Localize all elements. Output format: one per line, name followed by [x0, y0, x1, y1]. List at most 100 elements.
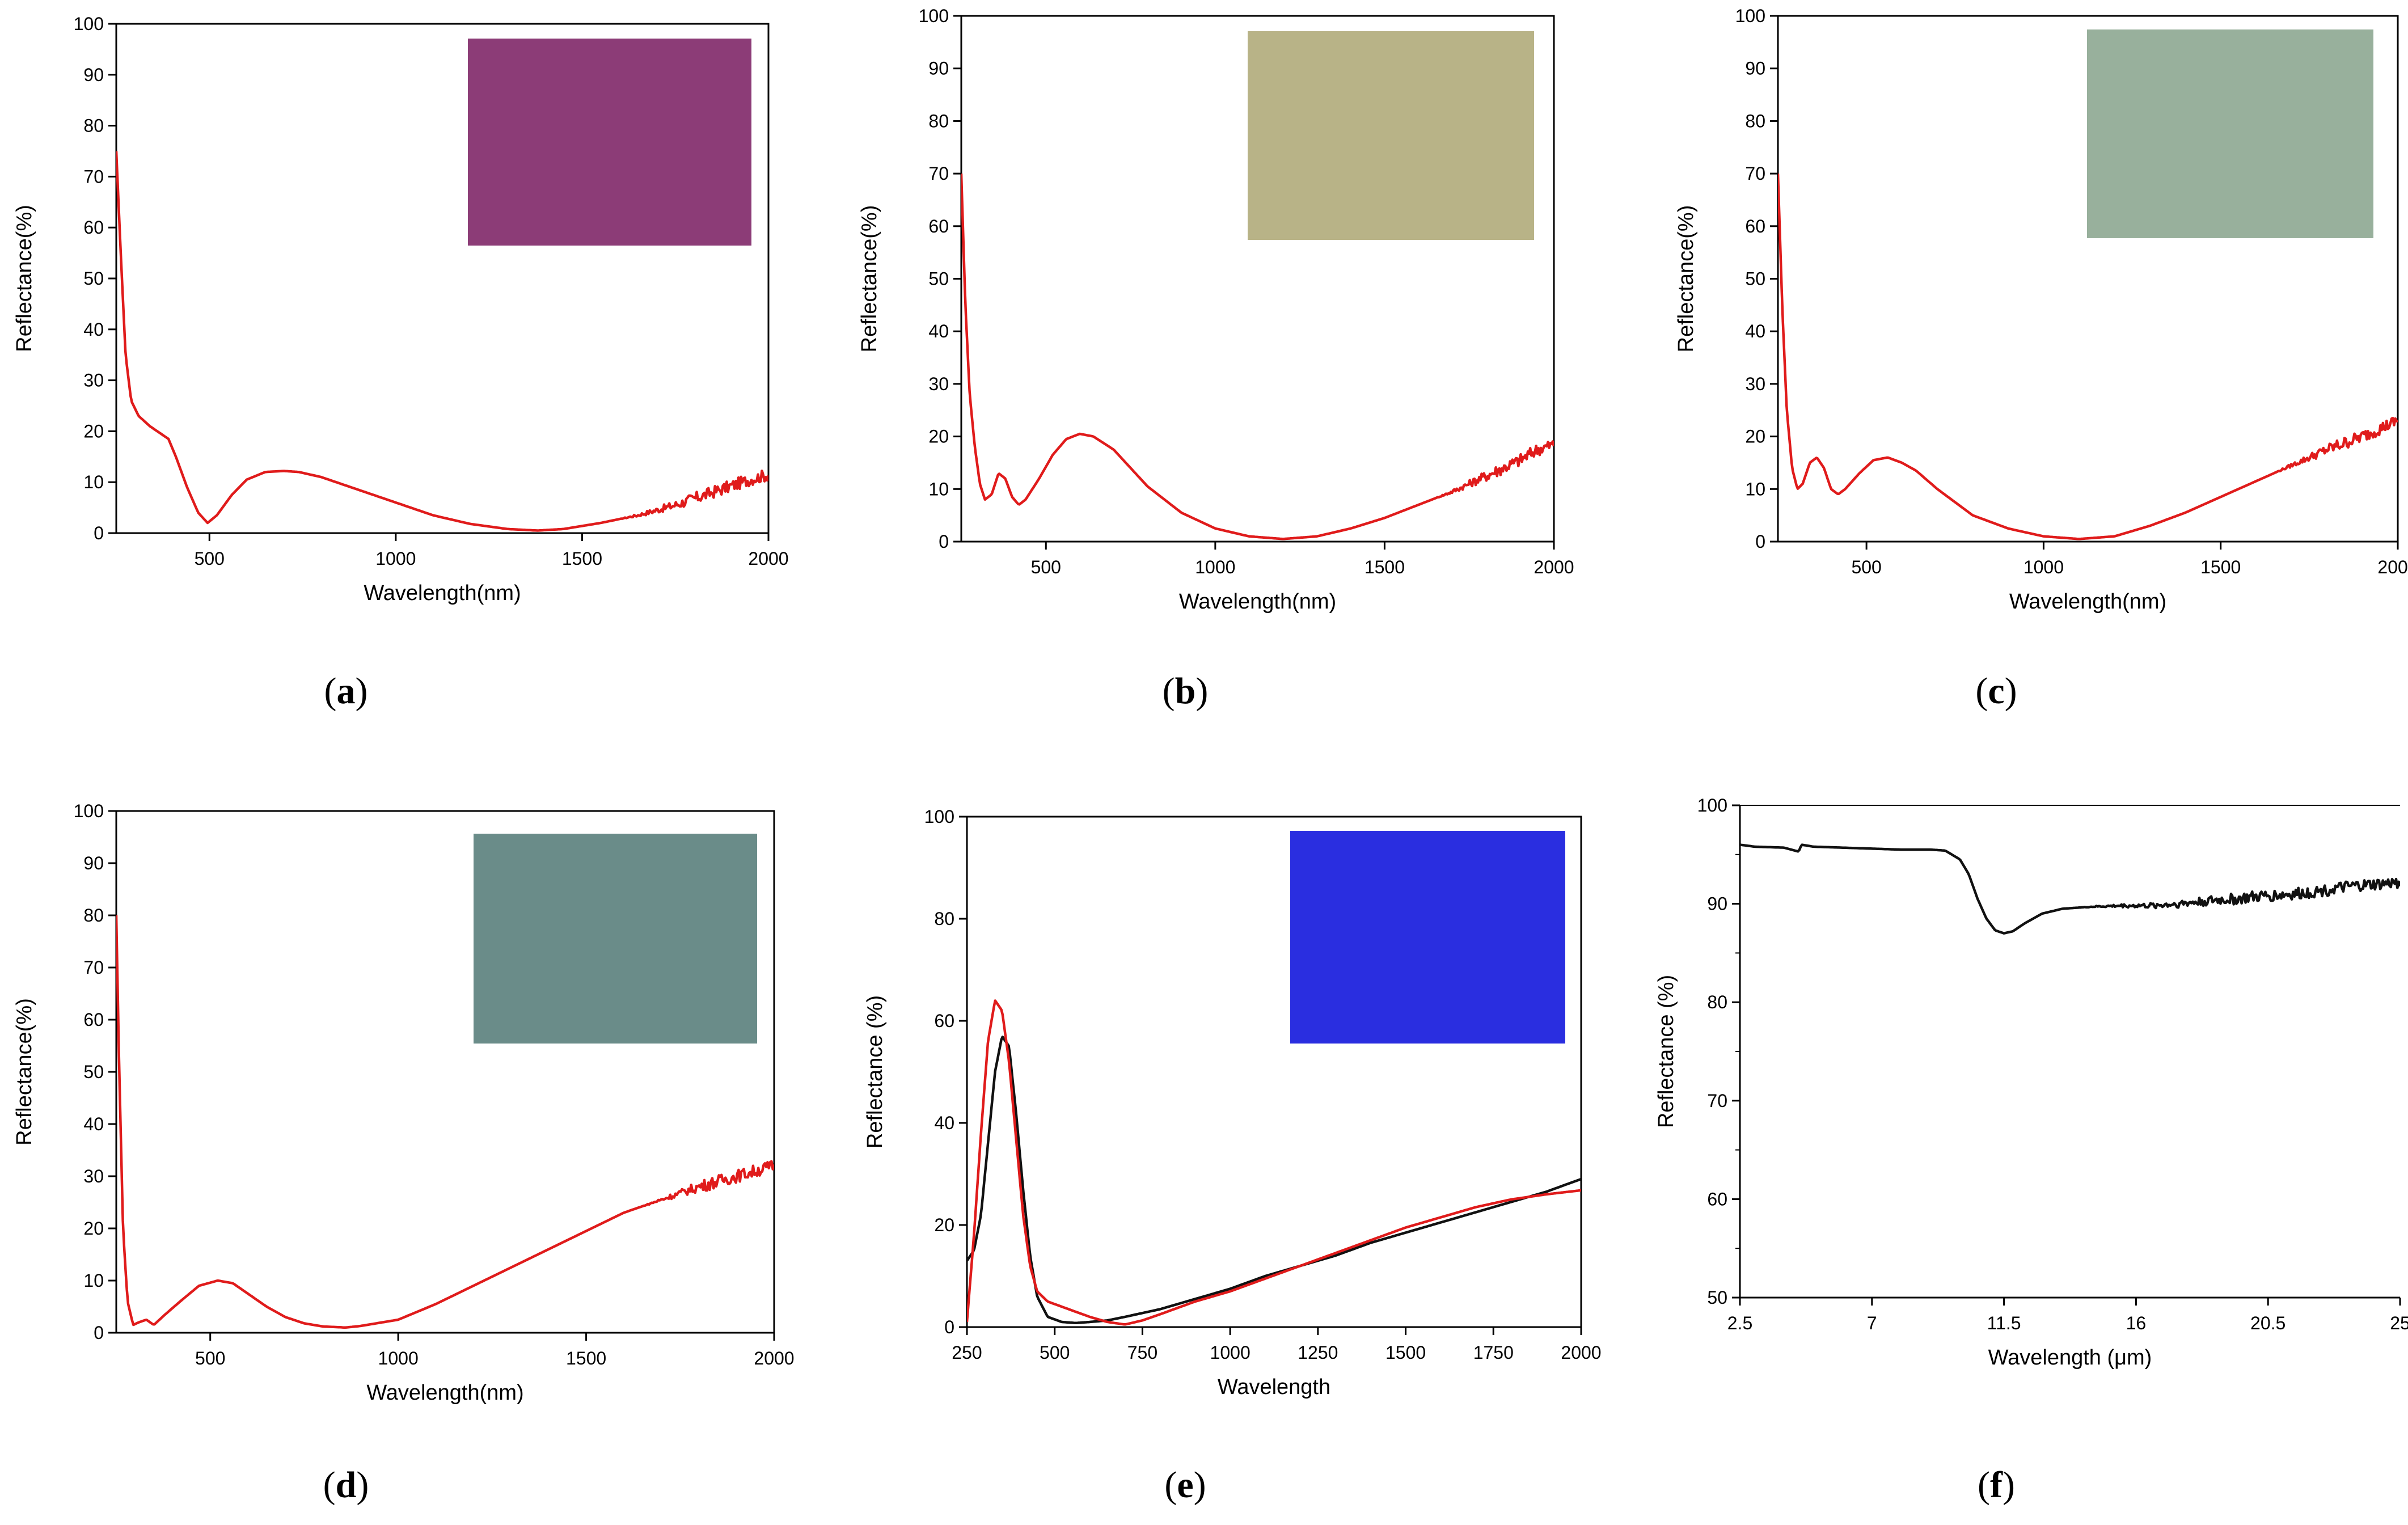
y-tick-label: 10 — [1745, 479, 1765, 499]
y-tick-label: 70 — [83, 166, 104, 187]
x-tick-label: 500 — [1040, 1342, 1070, 1363]
x-tick-label: 500 — [195, 1348, 225, 1368]
x-tick-label: 1000 — [1195, 557, 1235, 577]
y-tick-label: 30 — [928, 374, 949, 394]
series-line-reflectance — [116, 915, 774, 1329]
y-tick-label: 40 — [1745, 321, 1765, 341]
x-tick-label: 11.5 — [1987, 1313, 2021, 1333]
series-line-red — [967, 999, 1581, 1326]
y-tick-label: 20 — [928, 426, 949, 447]
sample-photo — [1248, 31, 1534, 240]
y-tick-label: 80 — [1707, 992, 1727, 1012]
sample-photo — [1290, 831, 1565, 1044]
y-tick-label: 60 — [83, 217, 104, 238]
y-tick-label: 60 — [934, 1011, 954, 1031]
y-tick-label: 90 — [1707, 894, 1727, 914]
panel-caption: (b) — [1163, 670, 1209, 712]
x-tick-label: 20.5 — [2250, 1313, 2286, 1333]
y-tick-label: 50 — [1707, 1287, 1727, 1308]
y-axis-label: Reflectance (%) — [1654, 975, 1678, 1128]
y-tick-label: 50 — [83, 268, 104, 289]
y-tick-label: 50 — [83, 1062, 104, 1082]
panel-caption: (e) — [1164, 1464, 1206, 1506]
x-tick-label: 1000 — [375, 548, 416, 569]
x-tick-label: 2000 — [748, 548, 788, 569]
x-tick-label: 1000 — [378, 1348, 419, 1368]
series-line-reflectance — [1740, 843, 2400, 935]
x-tick-label: 1500 — [1364, 557, 1405, 577]
panel-caption: (f) — [1978, 1464, 2015, 1506]
y-tick-label: 0 — [1755, 531, 1765, 552]
x-tick-label: 2000 — [754, 1348, 794, 1368]
y-tick-label: 40 — [928, 321, 949, 341]
chart-panel-d: 0 10 20 30 40 50 60 70 80 90 100 500 1000 1500 2000 Wav… — [12, 801, 795, 1506]
y-tick-label: 90 — [83, 853, 104, 873]
chart-panel-b: 0 10 20 30 40 50 60 70 80 90 100 500 1000 1500 2000 Wav… — [857, 6, 1574, 712]
x-tick-label: 1500 — [1385, 1342, 1426, 1363]
chart-panel-f: 50 60 70 80 90 100 2.5 7 11.5 16 20.5 25 Wavelength … — [1654, 795, 2408, 1506]
y-tick-label: 90 — [1745, 58, 1765, 79]
y-tick-label: 80 — [1745, 111, 1765, 131]
sample-photo — [2087, 29, 2373, 238]
y-tick-label: 0 — [94, 1323, 104, 1343]
x-tick-label: 500 — [195, 548, 225, 569]
y-tick-label: 100 — [74, 14, 104, 34]
x-axis-label: Wavelength(nm) — [2009, 590, 2166, 614]
y-tick-label: 100 — [1735, 6, 1765, 26]
y-tick-label: 70 — [83, 957, 104, 978]
y-tick-label: 20 — [83, 1218, 104, 1239]
x-axis-label: Wavelength — [1218, 1375, 1330, 1399]
y-tick-label: 30 — [83, 370, 104, 391]
x-tick-label: 250 — [952, 1342, 982, 1363]
y-tick-label: 10 — [83, 472, 104, 492]
panel-caption: (a) — [324, 670, 368, 712]
chart-panel-e: 0 20 40 60 80 100 250 500 750 1000 1250 1500 1750 200… — [863, 806, 1602, 1506]
y-tick-label: 70 — [928, 163, 949, 184]
y-tick-label: 100 — [919, 6, 949, 26]
y-tick-label: 60 — [1707, 1189, 1727, 1209]
series-line-black — [967, 1036, 1581, 1324]
x-tick-label: 1250 — [1298, 1342, 1338, 1363]
x-axis-label: Wavelength(nm) — [1179, 590, 1336, 614]
series-line-reflectance — [116, 151, 768, 532]
plot-frame — [966, 816, 1582, 1328]
y-axis-label: Reflectance(%) — [12, 998, 36, 1146]
x-tick-label: 2.5 — [1727, 1313, 1752, 1333]
x-tick-label: 2000 — [2377, 557, 2408, 577]
sample-photo — [474, 834, 757, 1044]
panel-caption: (d) — [323, 1464, 369, 1506]
y-tick-label: 100 — [1697, 795, 1727, 816]
x-tick-label: 1750 — [1473, 1342, 1514, 1363]
y-tick-label: 10 — [83, 1270, 104, 1291]
x-axis-label: Wavelength(nm) — [366, 1381, 523, 1405]
y-tick-label: 0 — [944, 1317, 954, 1337]
y-tick-label: 0 — [939, 531, 949, 552]
x-tick-label: 1500 — [562, 548, 602, 569]
sample-photo — [468, 39, 751, 246]
y-tick-label: 50 — [928, 269, 949, 289]
y-axis-label: Reflectance(%) — [12, 205, 36, 352]
y-tick-label: 100 — [924, 806, 954, 827]
x-tick-label: 7 — [1867, 1313, 1877, 1333]
y-axis-label: Reflectance(%) — [857, 205, 881, 353]
x-tick-label: 750 — [1127, 1342, 1157, 1363]
y-tick-label: 10 — [928, 479, 949, 499]
y-tick-label: 70 — [1745, 163, 1765, 184]
y-tick-label: 60 — [928, 216, 949, 236]
series-line-reflectance — [961, 174, 1554, 540]
chart-panel-a: 0 10 20 30 40 50 60 70 80 90 100 500 1000 1500 2000 Wav… — [12, 14, 789, 712]
y-tick-label: 30 — [1745, 374, 1765, 394]
y-tick-label: 80 — [934, 909, 954, 929]
y-tick-label: 50 — [1745, 269, 1765, 289]
y-axis-label: Reflectance(%) — [1674, 205, 1698, 353]
y-tick-label: 60 — [1745, 216, 1765, 236]
y-tick-label: 80 — [928, 111, 949, 131]
x-tick-label: 500 — [1851, 557, 1881, 577]
y-tick-label: 30 — [83, 1166, 104, 1186]
chart-panel-c: 0 10 20 30 40 50 60 70 80 90 100 500 1000 1500 2000 Wav… — [1674, 6, 2408, 712]
y-tick-label: 80 — [83, 116, 104, 136]
y-tick-label: 90 — [928, 58, 949, 79]
y-tick-label: 20 — [83, 421, 104, 441]
y-tick-label: 70 — [1707, 1091, 1727, 1111]
